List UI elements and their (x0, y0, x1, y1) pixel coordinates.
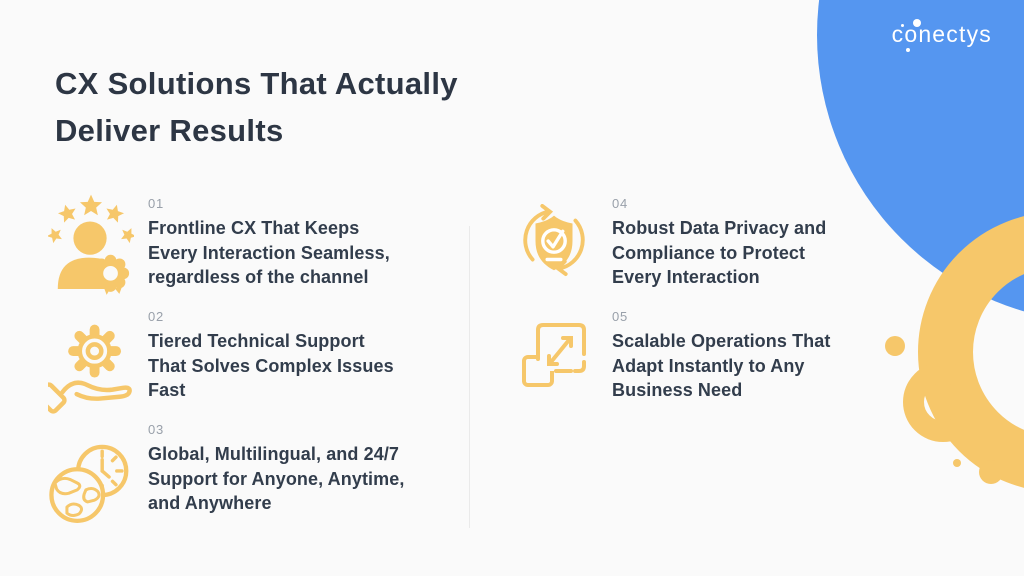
item-body: 01 Frontline CX That Keeps Every Interac… (148, 196, 390, 290)
decor-yellow-dot (885, 336, 905, 356)
decor-yellow-dot (979, 460, 1003, 484)
item-text: Global, Multilingual, and 24/7 Support f… (148, 444, 405, 513)
globe-clock-icon (48, 422, 134, 532)
feature-item-05: 05 Scalable Operations That Adapt Instan… (514, 309, 830, 403)
item-body: 04 Robust Data Privacy and Compliance to… (612, 196, 826, 290)
item-number: 01 (148, 196, 165, 211)
item-text: Scalable Operations That Adapt Instantly… (612, 331, 831, 400)
feature-item-02: 02 Tiered Technical Support That Solves … (48, 309, 394, 420)
item-number: 03 (148, 422, 165, 437)
feature-item-03: 03 Global, Multilingual, and 24/7 Suppor… (48, 422, 404, 532)
logo-molecule-dot-icon (912, 19, 921, 27)
item-body: 05 Scalable Operations That Adapt Instan… (612, 309, 830, 403)
person-stars-badge-icon (48, 194, 134, 296)
item-text: Robust Data Privacy and Compliance to Pr… (612, 218, 827, 287)
logo-molecule-dot-icon (905, 48, 910, 52)
logo-conectys: conectys (891, 19, 992, 52)
logo-molecule-dot-icon (900, 24, 904, 27)
item-text: Frontline CX That Keeps Every Interactio… (148, 218, 390, 287)
shield-check-refresh-icon (514, 196, 594, 278)
item-number: 04 (612, 196, 629, 211)
item-number: 05 (612, 309, 629, 324)
item-body: 03 Global, Multilingual, and 24/7 Suppor… (148, 422, 404, 516)
item-body: 02 Tiered Technical Support That Solves … (148, 309, 394, 403)
column-divider (469, 226, 470, 528)
logo-text: conectys (891, 21, 992, 47)
feature-item-01: 01 Frontline CX That Keeps Every Interac… (48, 194, 390, 296)
decor-yellow-dot (953, 459, 961, 467)
hand-gear-icon (48, 309, 134, 420)
decor-yellow-ring-small (903, 362, 983, 442)
feature-item-04: 04 Robust Data Privacy and Compliance to… (514, 196, 826, 290)
item-text: Tiered Technical Support That Solves Com… (148, 331, 394, 400)
item-number: 02 (148, 309, 165, 324)
page-title: CX Solutions That Actually Deliver Resul… (55, 66, 458, 148)
scale-expand-icon (514, 309, 594, 391)
